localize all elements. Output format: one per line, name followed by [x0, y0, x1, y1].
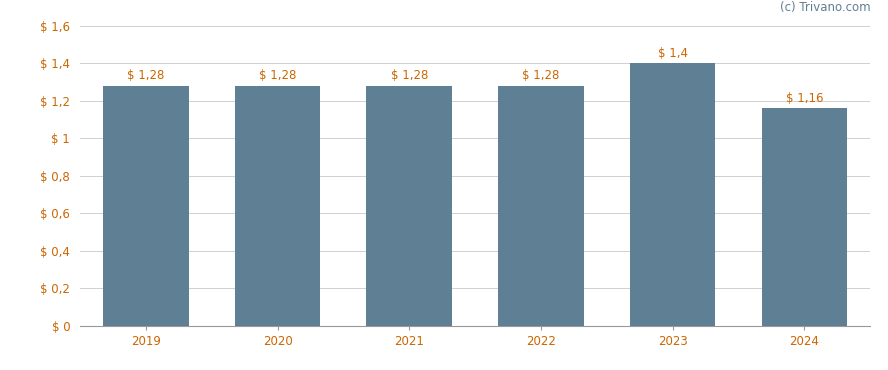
Text: $ 1,28: $ 1,28: [391, 70, 428, 83]
Bar: [234, 86, 321, 326]
Text: $ 1,4: $ 1,4: [658, 47, 687, 60]
Text: (c) Trivano.com: (c) Trivano.com: [780, 1, 870, 14]
Bar: [498, 86, 583, 326]
Bar: [762, 108, 847, 326]
Text: $ 1,16: $ 1,16: [786, 92, 823, 105]
Bar: [630, 63, 716, 326]
Bar: [103, 86, 188, 326]
Text: $ 1,28: $ 1,28: [127, 70, 164, 83]
Bar: [367, 86, 452, 326]
Text: $ 1,28: $ 1,28: [258, 70, 297, 83]
Text: $ 1,28: $ 1,28: [522, 70, 559, 83]
